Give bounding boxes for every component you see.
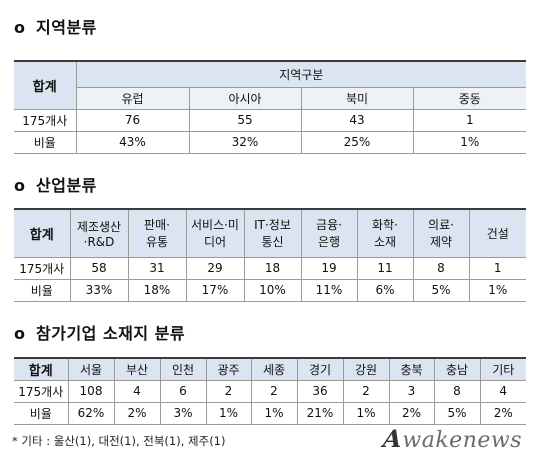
table-row: 175개사 76 55 43 1 bbox=[14, 108, 527, 132]
industry-col-header: 의료· 제약 bbox=[412, 208, 470, 258]
bullet-icon: o bbox=[14, 176, 26, 195]
location-col-header: 강원 bbox=[342, 357, 390, 381]
table-cell: 4 bbox=[479, 379, 526, 403]
industry-col-header: 건설 bbox=[468, 208, 526, 258]
table-cell: 18 bbox=[243, 256, 302, 280]
table-cell: 1 bbox=[468, 256, 526, 280]
table-cell: 10% bbox=[243, 278, 302, 302]
table-cell: 1 bbox=[412, 108, 527, 132]
table-cell: 55 bbox=[188, 108, 302, 132]
location-col-header: 부산 bbox=[113, 357, 161, 381]
industry-col-header: 화학· 소재 bbox=[356, 208, 414, 258]
table-cell: 11% bbox=[300, 278, 358, 302]
table-cell: 2 bbox=[205, 379, 252, 403]
location-total-header: 합계 bbox=[14, 357, 69, 381]
table-cell: 33% bbox=[69, 278, 129, 302]
table-cell: 43% bbox=[75, 130, 190, 154]
row-label: 비율 bbox=[14, 130, 77, 154]
location-col-header: 서울 bbox=[67, 357, 115, 381]
region-col-header: 아시아 bbox=[188, 86, 302, 110]
table-cell: 19 bbox=[300, 256, 358, 280]
table-row: 175개사 108 4 6 2 2 36 2 3 8 4 bbox=[14, 379, 526, 403]
region-table: 합계 지역구분 유럽 아시아 북미 중동 175개사 76 55 43 1 비율… bbox=[14, 60, 527, 154]
location-col-header: 기타 bbox=[479, 357, 526, 381]
industry-col-header: 금융· 은행 bbox=[300, 208, 358, 258]
row-label: 175개사 bbox=[14, 379, 69, 403]
industry-table: 합계 제조생산 ·R&D 판매· 유통 서비스·미 디어 IT·정보 통신 금융· 은행 … bbox=[14, 208, 526, 302]
table-cell: 2% bbox=[479, 401, 526, 425]
industry-col-header: 서비스·미 디어 bbox=[185, 208, 245, 258]
table-cell: 62% bbox=[67, 401, 115, 425]
table-cell: 32% bbox=[188, 130, 302, 154]
table-cell: 11 bbox=[356, 256, 414, 280]
table-cell: 2% bbox=[388, 401, 435, 425]
location-col-header: 세종 bbox=[250, 357, 298, 381]
table-cell: 6 bbox=[159, 379, 207, 403]
table-cell: 1% bbox=[205, 401, 252, 425]
table-cell: 43 bbox=[300, 108, 414, 132]
table-cell: 2 bbox=[250, 379, 298, 403]
table-cell: 4 bbox=[113, 379, 161, 403]
industry-col-header: 제조생산 ·R&D bbox=[69, 208, 129, 258]
table-cell: 108 bbox=[67, 379, 115, 403]
table-cell: 5% bbox=[433, 401, 481, 425]
industry-section-title: o 산업분류 bbox=[14, 176, 97, 195]
industry-col-header: IT·정보 통신 bbox=[243, 208, 302, 258]
table-cell: 31 bbox=[127, 256, 187, 280]
table-cell: 76 bbox=[75, 108, 190, 132]
region-col-header: 북미 bbox=[300, 86, 414, 110]
row-label: 비율 bbox=[14, 278, 71, 302]
table-cell: 1% bbox=[468, 278, 526, 302]
watermark-logo: Awakenews bbox=[379, 424, 522, 453]
location-section-title: o 참가기업 소재지 분류 bbox=[14, 324, 186, 343]
location-col-header: 광주 bbox=[205, 357, 252, 381]
region-col-header: 중동 bbox=[412, 86, 527, 110]
table-cell: 29 bbox=[185, 256, 245, 280]
region-section-title: o 지역분류 bbox=[14, 18, 97, 37]
table-cell: 2% bbox=[113, 401, 161, 425]
table-cell: 18% bbox=[127, 278, 187, 302]
table-cell: 3 bbox=[388, 379, 435, 403]
table-cell: 3% bbox=[159, 401, 207, 425]
table-cell: 21% bbox=[296, 401, 344, 425]
table-cell: 8 bbox=[412, 256, 470, 280]
table-cell: 6% bbox=[356, 278, 414, 302]
region-group-header: 지역구분 bbox=[75, 60, 527, 88]
table-cell: 36 bbox=[296, 379, 344, 403]
bullet-icon: o bbox=[14, 18, 26, 37]
location-table: 합계 서울 부산 인천 광주 세종 경기 강원 충북 충남 기타 175개사 1… bbox=[14, 357, 526, 425]
table-row: 비율 33% 18% 17% 10% 11% 6% 5% 1% bbox=[14, 278, 526, 302]
table-row: 175개사 58 31 29 18 19 11 8 1 bbox=[14, 256, 526, 280]
row-label: 175개사 bbox=[14, 108, 77, 132]
bullet-icon: o bbox=[14, 324, 26, 343]
industry-total-header: 합계 bbox=[14, 208, 71, 258]
region-total-header: 합계 bbox=[14, 60, 77, 110]
table-cell: 2 bbox=[342, 379, 390, 403]
table-cell: 17% bbox=[185, 278, 245, 302]
location-col-header: 경기 bbox=[296, 357, 344, 381]
table-cell: 5% bbox=[412, 278, 470, 302]
row-label: 비율 bbox=[14, 401, 69, 425]
table-cell: 1% bbox=[342, 401, 390, 425]
location-col-header: 인천 bbox=[159, 357, 207, 381]
table-cell: 1% bbox=[412, 130, 527, 154]
table-row: 비율 43% 32% 25% 1% bbox=[14, 130, 527, 154]
location-col-header: 충북 bbox=[388, 357, 435, 381]
location-col-header: 충남 bbox=[433, 357, 481, 381]
footnote: * 기타 : 울산(1), 대전(1), 전북(1), 제주(1) bbox=[12, 434, 226, 448]
table-cell: 58 bbox=[69, 256, 129, 280]
row-label: 175개사 bbox=[14, 256, 71, 280]
table-cell: 25% bbox=[300, 130, 414, 154]
table-row: 비율 62% 2% 3% 1% 1% 21% 1% 2% 5% 2% bbox=[14, 401, 526, 425]
industry-col-header: 판매· 유통 bbox=[127, 208, 187, 258]
region-col-header: 유럽 bbox=[76, 86, 190, 110]
table-cell: 8 bbox=[433, 379, 481, 403]
table-cell: 1% bbox=[250, 401, 298, 425]
